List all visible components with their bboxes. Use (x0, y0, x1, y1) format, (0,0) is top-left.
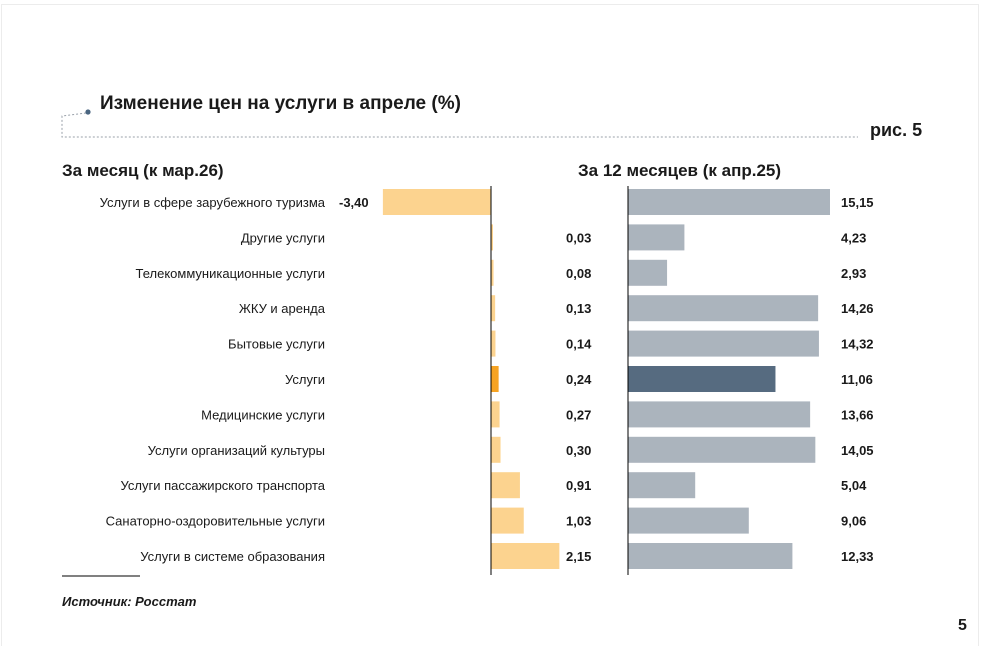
month-chart: Услуги в сфере зарубежного туризма -3,40 Д… (100, 186, 592, 575)
year-bar (628, 259, 668, 286)
category-label: Услуги пассажирского транспорта (121, 478, 326, 493)
category-label: ЖКУ и аренда (239, 301, 326, 316)
month-bar (491, 436, 501, 463)
year-chart: 15,15 4,23 2,93 14,26 14,32 11,06 13,66 14,05 5,… (627, 186, 874, 575)
category-label: Услуги организаций культуры (148, 443, 325, 458)
month-value-label: 0,03 (566, 230, 591, 245)
year-value-label: 13,66 (841, 407, 874, 422)
year-value-label: 12,33 (841, 549, 874, 564)
month-value-label: 0,30 (566, 443, 591, 458)
year-bar (628, 295, 819, 322)
month-chart-title: За месяц (к мар.26) (62, 161, 224, 180)
source-note: Источник: Росстат (62, 594, 197, 609)
year-bar (628, 543, 793, 569)
month-bar (491, 330, 496, 357)
year-bar (628, 224, 685, 251)
month-bar (491, 507, 524, 534)
month-value-label: 0,91 (566, 478, 591, 493)
year-bar (628, 366, 776, 392)
year-value-label: 9,06 (841, 514, 866, 529)
year-value-label: 15,15 (841, 195, 874, 210)
year-chart-title: За 12 месяцев (к апр.25) (578, 161, 782, 180)
year-value-label: 5,04 (841, 478, 867, 493)
page-title: Изменение цен на услуги в апреле (%) (100, 93, 461, 114)
year-value-label: 14,26 (841, 301, 874, 316)
month-value-label: 0,14 (566, 337, 592, 352)
month-value-label: 0,27 (566, 407, 591, 422)
year-value-label: 4,23 (841, 230, 866, 245)
month-value-label: 2,15 (566, 549, 591, 564)
category-label: Санаторно-оздоровительные услуги (106, 514, 325, 529)
month-bar (491, 366, 499, 392)
category-label: Бытовые услуги (228, 337, 325, 352)
year-value-label: 14,05 (841, 443, 874, 458)
category-label: Телекоммуникационные услуги (136, 266, 325, 281)
year-value-label: 2,93 (841, 266, 866, 281)
title-decoration (61, 109, 858, 138)
month-bar (491, 543, 560, 569)
month-bar (491, 401, 500, 428)
year-bar (628, 330, 819, 357)
category-label: Услуги в сфере зарубежного туризма (100, 195, 326, 210)
month-value-label: 0,08 (566, 266, 591, 281)
page-number: 5 (958, 617, 967, 634)
month-bar (491, 295, 496, 322)
year-bar (628, 436, 816, 463)
figure-label: рис. 5 (870, 120, 923, 140)
month-value-label: 0,24 (566, 372, 592, 387)
category-label: Услуги (285, 372, 325, 387)
category-label: Услуги в системе образования (140, 549, 325, 564)
month-value-label: -3,40 (339, 195, 369, 210)
month-bar (382, 189, 491, 215)
category-label: Медицинские услуги (201, 407, 325, 422)
slide-frame (1, 4, 979, 646)
month-bar (491, 472, 520, 499)
category-label: Другие услуги (241, 230, 325, 245)
year-bar (628, 401, 811, 428)
month-value-label: 0,13 (566, 301, 591, 316)
year-bar (628, 472, 696, 499)
year-bar (628, 189, 830, 215)
month-bar (491, 224, 493, 251)
month-value-label: 1,03 (566, 514, 591, 529)
month-bar (491, 259, 494, 286)
year-value-label: 11,06 (841, 372, 873, 387)
year-bar (628, 507, 749, 534)
year-value-label: 14,32 (841, 337, 874, 352)
